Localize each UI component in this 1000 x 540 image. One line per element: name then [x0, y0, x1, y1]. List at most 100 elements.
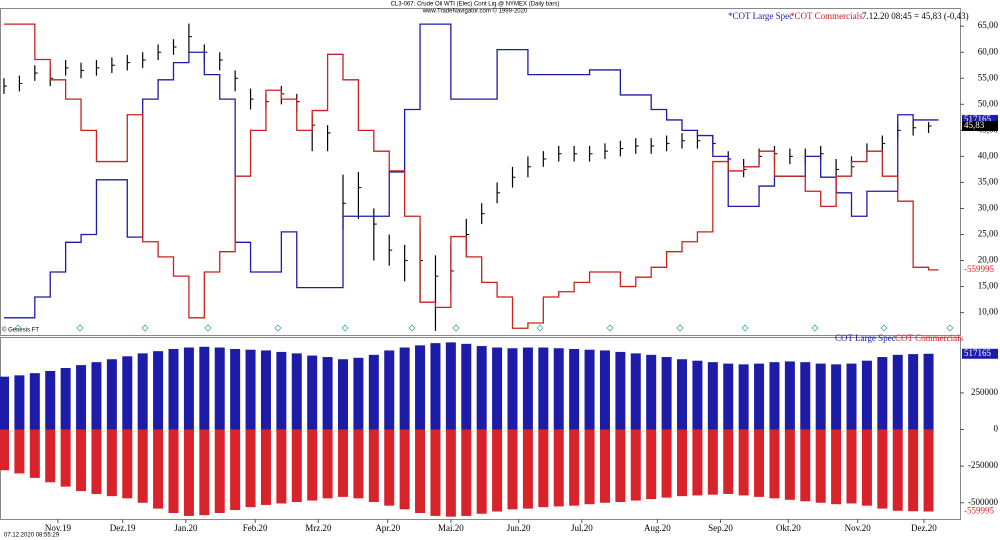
timestamp: 07.12.2020 08:55:29	[4, 533, 60, 539]
bar	[599, 429, 610, 503]
x-tick-label: Mrz.20	[305, 523, 332, 533]
bar	[322, 429, 333, 499]
bar	[476, 429, 487, 514]
bar	[923, 429, 934, 512]
y-tick-label: 15,00	[978, 281, 999, 291]
bar	[14, 429, 25, 474]
header-title: CL3-067: Crude Oil WTI (Elec) Cont Liq @…	[391, 2, 560, 8]
bar	[661, 429, 672, 498]
bar	[538, 347, 549, 430]
bar	[445, 342, 456, 430]
bar	[461, 343, 472, 430]
bar	[800, 429, 811, 502]
bar	[877, 357, 888, 430]
bar	[276, 351, 287, 430]
bar	[646, 429, 657, 500]
bar	[892, 429, 903, 511]
bar	[723, 429, 734, 494]
bar	[599, 350, 610, 430]
y-tick-label: 30,00	[978, 203, 999, 213]
bar	[630, 429, 641, 501]
bar	[45, 370, 56, 430]
y-tick-label: 40,00	[978, 150, 999, 160]
bar	[430, 429, 441, 516]
bar	[199, 346, 210, 430]
bar	[14, 375, 25, 430]
bar	[784, 361, 795, 430]
bar	[692, 360, 703, 430]
bar	[723, 363, 734, 430]
x-tick-label: Aug.20	[644, 523, 671, 533]
bar	[861, 360, 872, 430]
bar	[846, 363, 857, 430]
bar	[60, 429, 71, 487]
y-tick-label: -500000	[968, 497, 998, 507]
top-spec-label: 517165	[964, 114, 992, 124]
bar	[183, 429, 194, 516]
bar	[245, 349, 256, 430]
bar	[815, 429, 826, 503]
bar	[122, 429, 133, 499]
bar	[769, 429, 780, 499]
bar	[199, 429, 210, 516]
bar	[553, 348, 564, 430]
last-value-label: -559995	[964, 506, 994, 516]
bar	[461, 429, 472, 516]
bar	[183, 347, 194, 430]
bar	[923, 353, 934, 430]
bar	[260, 350, 271, 430]
bar	[831, 429, 842, 505]
bar	[784, 429, 795, 500]
bar	[738, 429, 749, 496]
bar	[214, 429, 225, 513]
bar	[0, 376, 9, 430]
legend-entry: COT Large Spec	[835, 333, 896, 343]
last-value-label-box	[962, 506, 998, 517]
bar	[415, 345, 426, 430]
bar	[291, 353, 302, 430]
bar	[507, 429, 518, 510]
bar	[569, 348, 580, 430]
bar	[553, 429, 564, 507]
top-spec-label-box	[962, 114, 998, 125]
bar	[754, 429, 765, 497]
y-tick-label: 0	[994, 424, 999, 434]
bar	[615, 351, 626, 430]
x-tick-label: Apr.20	[375, 523, 400, 533]
legend-entry: *COT Commercials	[790, 11, 863, 21]
quote: 7.12.20 08:45 = 45,83 (-0,43)	[862, 11, 969, 21]
y-tick-label: 10,00	[978, 307, 999, 317]
price-label: 45,83	[964, 120, 985, 130]
header-site: www.TradeNavigator.com © 1999-2020	[422, 8, 528, 15]
bar	[877, 429, 888, 509]
x-tick-label: Okt.20	[776, 523, 801, 533]
x-tick-label: Jan.20	[174, 523, 198, 533]
bar	[45, 429, 56, 483]
bar	[137, 429, 148, 503]
bar	[800, 362, 811, 430]
top-frame	[0, 8, 961, 336]
y-tick-label: 250000	[971, 387, 999, 397]
bar	[106, 429, 117, 497]
bar	[91, 429, 102, 494]
y-tick-label: 55,00	[978, 72, 999, 82]
credit: © Genesis FT	[2, 327, 39, 334]
x-tick-label: Dez.20	[911, 523, 937, 533]
bar	[707, 429, 718, 495]
x-tick-label: Jun.20	[507, 523, 531, 533]
step-line	[4, 23, 939, 329]
bar	[153, 351, 164, 430]
bar	[692, 429, 703, 496]
bar	[137, 353, 148, 430]
bar	[430, 343, 441, 430]
y-tick-label: 60,00	[978, 46, 999, 56]
bar	[492, 347, 503, 430]
bar	[476, 346, 487, 430]
bar	[415, 429, 426, 513]
bar	[353, 429, 364, 499]
bar	[522, 429, 533, 509]
bar	[338, 359, 349, 430]
bar	[368, 429, 379, 503]
last-value-label-box	[962, 348, 998, 359]
